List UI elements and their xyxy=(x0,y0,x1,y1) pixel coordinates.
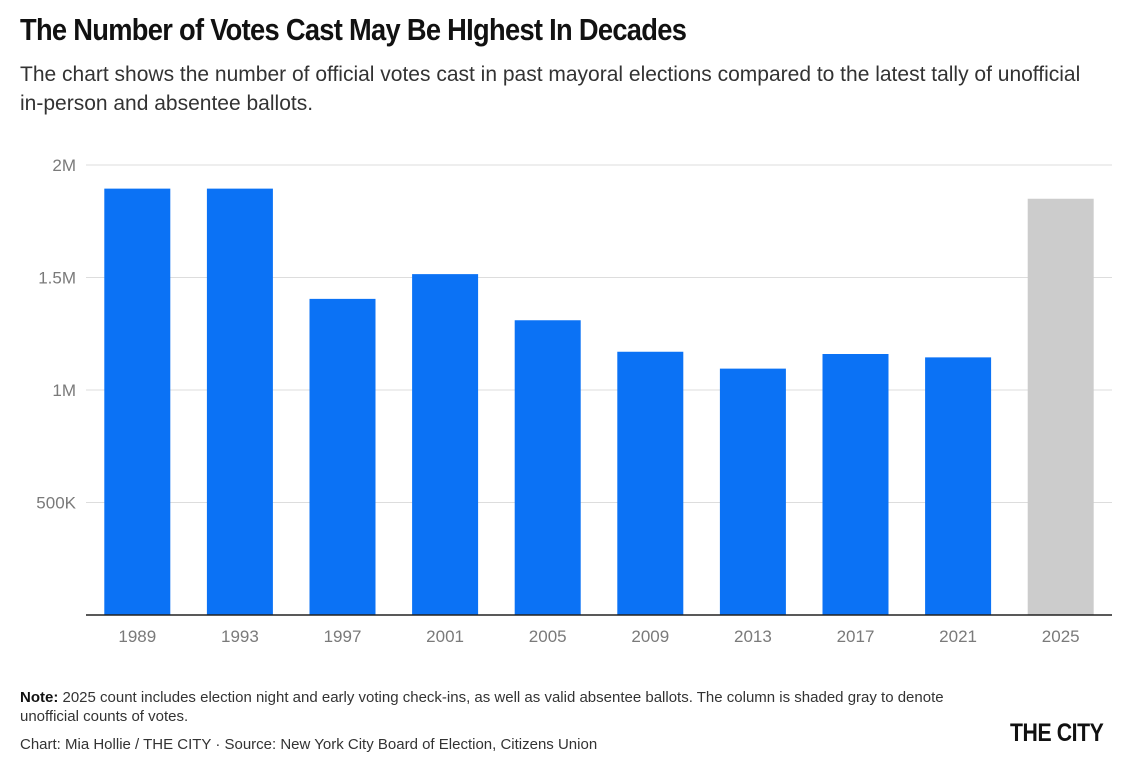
votes-bar-chart: 500K 1M 1.5M 2M 1989 1993 1997 2001 2005 2009 201… xyxy=(36,156,1112,646)
bar-2013 xyxy=(719,368,786,615)
bar-1993 xyxy=(206,188,273,615)
the-city-logo: THE CITY xyxy=(1010,719,1104,747)
x-tick-label: 1997 xyxy=(324,627,362,646)
x-tick-label: 1989 xyxy=(118,627,156,646)
y-tick-label: 2M xyxy=(52,156,76,175)
chart-note: Note: 2025 count includes election night… xyxy=(20,688,980,726)
bar-1997 xyxy=(309,298,376,615)
x-tick-label: 2025 xyxy=(1042,627,1080,646)
chart-title: The Number of Votes Cast May Be HIghest … xyxy=(20,12,687,47)
x-tick-label: 2009 xyxy=(631,627,669,646)
bar-2009 xyxy=(617,351,684,615)
x-tick-label: 2021 xyxy=(939,627,977,646)
y-tick-label: 1.5M xyxy=(38,269,76,288)
bar-2025 xyxy=(1027,198,1094,615)
note-text: 2025 count includes election night and e… xyxy=(20,689,944,725)
x-tick-label: 2017 xyxy=(837,627,875,646)
bars xyxy=(104,188,1094,615)
x-tick-label: 1993 xyxy=(221,627,259,646)
y-axis-ticks: 500K 1M 1.5M 2M xyxy=(36,156,76,513)
y-tick-label: 1M xyxy=(52,381,76,400)
bar-2005 xyxy=(514,320,581,615)
bar-2021 xyxy=(925,357,992,615)
chart-credit: Chart: Mia Hollie / THE CITY · Source: N… xyxy=(20,736,598,753)
y-tick-label: 500K xyxy=(36,494,76,513)
bar-2001 xyxy=(412,274,479,615)
x-axis-labels: 1989 1993 1997 2001 2005 2009 2013 2017 2021 2025 xyxy=(118,627,1079,646)
chart-subtitle: The chart shows the number of official v… xyxy=(20,63,1081,115)
bar-2017 xyxy=(822,354,889,615)
x-tick-label: 2005 xyxy=(529,627,567,646)
x-tick-label: 2001 xyxy=(426,627,464,646)
bar-1989 xyxy=(104,188,171,615)
x-tick-label: 2013 xyxy=(734,627,772,646)
note-label: Note: xyxy=(20,689,59,706)
